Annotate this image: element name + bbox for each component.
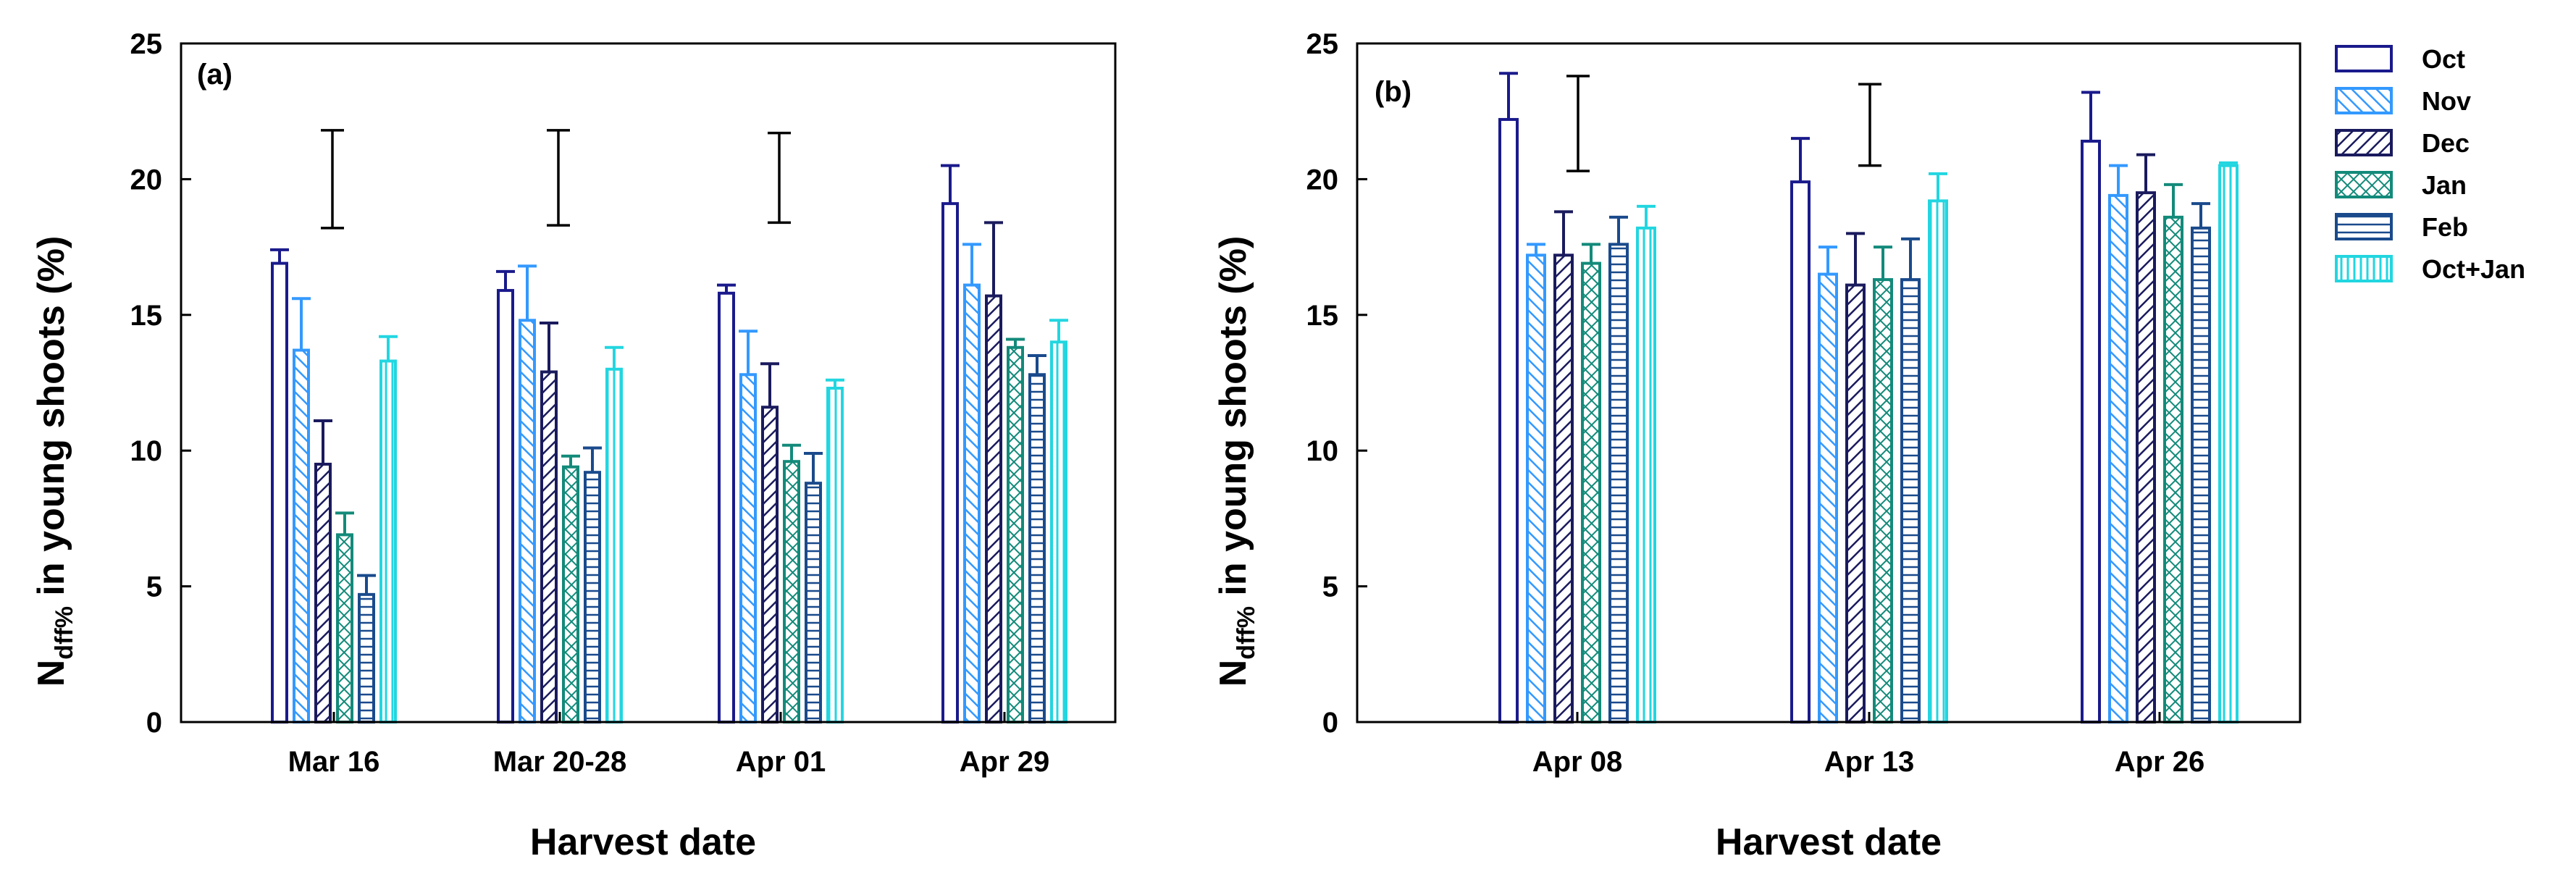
x-axis-title-b: Harvest date [1716, 821, 1942, 863]
legend-swatch-dec [2335, 129, 2393, 156]
plot-frame-b [1356, 42, 2302, 723]
bar-jan-mar-20-28 [562, 465, 579, 723]
legend-label-oct-jan: Oct+Jan [2422, 254, 2525, 284]
x-tick-label-mar-16: Mar 16 [288, 746, 380, 778]
legend-swatch-oct [2335, 45, 2393, 72]
bar-oct-apr-13 [1790, 180, 1811, 723]
y-tick-label-5: 5 [1322, 571, 1338, 603]
bar-nov-mar-20-28 [519, 319, 536, 723]
bar-nov-apr-13 [1818, 272, 1838, 723]
bar-jan-apr-26 [2163, 215, 2183, 723]
bar-nov-apr-08 [1526, 253, 1546, 723]
x-tick-label-apr-26: Apr 26 [2115, 746, 2205, 778]
bar-nov-apr-01 [739, 373, 757, 723]
plot-area-b: 0 5 10 15 20 25 Apr 08 Apr 13 Apr 26 [1306, 28, 2302, 778]
y-axis-title-main-b: N [1212, 660, 1254, 687]
y-axis-title-main-a: N [30, 660, 72, 687]
bar-nov-mar-16 [293, 348, 310, 723]
bar-dec-mar-20-28 [540, 370, 558, 723]
bar-oct-jan-apr-26 [2218, 164, 2239, 724]
bar-dec-apr-08 [1553, 253, 1574, 723]
bar-oct-jan-mar-16 [379, 359, 397, 723]
bar-oct-jan-mar-20-28 [605, 367, 623, 723]
bar-oct-apr-01 [718, 291, 735, 724]
y-tick-label-20: 20 [130, 164, 163, 196]
panel-label-a: (a) [197, 59, 232, 91]
bar-jan-apr-29 [1007, 345, 1024, 723]
panel-a: 0 5 10 15 20 25 Mar 16 Mar 20-28 Apr 01 Apr 29 (a… [30, 28, 1117, 863]
y-axis-title-sub-b: dff% [1233, 606, 1260, 660]
bar-oct-jan-apr-01 [826, 386, 844, 723]
bar-oct-apr-26 [2081, 139, 2101, 724]
bar-oct-apr-29 [941, 202, 959, 723]
bar-dec-apr-01 [761, 406, 779, 723]
x-tick-label-apr-01: Apr 01 [736, 746, 826, 778]
bar-jan-apr-13 [1873, 278, 1893, 723]
bar-oct-jan-apr-29 [1050, 340, 1067, 723]
legend-swatch-jan [2335, 171, 2393, 198]
y-axis-title-sub-a: dff% [51, 606, 78, 660]
bar-dec-apr-29 [985, 294, 1002, 723]
plot-area-a: 0 5 10 15 20 25 Mar 16 Mar 20-28 Apr 01 Apr 29 [130, 28, 1117, 778]
bar-feb-apr-13 [1900, 278, 1921, 723]
x-tick-label-apr-29: Apr 29 [960, 746, 1050, 778]
y-tick-label-0: 0 [146, 707, 162, 739]
bar-nov-apr-29 [963, 283, 981, 723]
y-tick-label-10: 10 [130, 435, 163, 467]
x-tick-label-mar-20-28: Mar 20-28 [493, 746, 627, 778]
y-tick-label-25: 25 [1306, 28, 1339, 60]
bar-feb-apr-01 [805, 482, 822, 724]
x-axis-title-a: Harvest date [530, 821, 756, 863]
y-axis-title-rest-a: in young shoots (%) [30, 236, 72, 606]
y-tick-label-20: 20 [1306, 164, 1339, 196]
y-axis-title-rest-b: in young shoots (%) [1212, 236, 1254, 606]
bar-jan-apr-08 [1581, 261, 1601, 723]
bar-dec-apr-13 [1845, 283, 1866, 723]
bar-jan-mar-16 [336, 533, 353, 723]
y-axis-title-a: Ndff% in young shoots (%) [30, 236, 78, 687]
y-tick-label-5: 5 [146, 571, 162, 603]
bar-oct-mar-20-28 [497, 289, 514, 723]
y-axis-title-b: Ndff% in young shoots (%) [1212, 236, 1260, 687]
legend-swatch-nov [2335, 87, 2393, 114]
legend: Oct Nov Dec Jan Feb Oct+Jan [2335, 44, 2525, 284]
bar-nov-apr-26 [2108, 193, 2128, 723]
legend-swatch-feb [2335, 213, 2393, 240]
legend-label-oct: Oct [2422, 44, 2465, 74]
legend-swatch-oct-jan [2335, 255, 2393, 282]
x-tick-label-apr-08: Apr 08 [1532, 746, 1623, 778]
y-tick-label-25: 25 [130, 28, 163, 60]
plot-frame-a [180, 42, 1117, 723]
bar-oct-mar-16 [271, 261, 288, 723]
bar-oct-apr-08 [1498, 117, 1519, 724]
y-tick-label-15: 15 [130, 300, 163, 332]
panel-b: 0 5 10 15 20 25 Apr 08 Apr 13 Apr 26 (b) Harvest… [1212, 28, 2302, 863]
legend-label-nov: Nov [2422, 86, 2471, 116]
y-tick-label-15: 15 [1306, 300, 1339, 332]
bar-dec-mar-16 [314, 462, 332, 723]
bar-feb-apr-29 [1028, 373, 1046, 723]
legend-label-feb: Feb [2422, 212, 2468, 242]
bar-feb-mar-20-28 [584, 471, 601, 724]
legend-label-dec: Dec [2422, 128, 2470, 158]
bar-jan-apr-01 [783, 460, 800, 724]
bar-feb-mar-16 [358, 592, 375, 723]
panel-label-b: (b) [1375, 76, 1411, 108]
bar-feb-apr-26 [2191, 226, 2211, 723]
bar-feb-apr-08 [1608, 243, 1629, 723]
bar-oct-jan-apr-13 [1928, 199, 1948, 724]
bar-dec-apr-26 [2136, 191, 2156, 723]
x-tick-label-apr-13: Apr 13 [1824, 746, 1915, 778]
bar-oct-jan-apr-08 [1636, 226, 1656, 723]
y-tick-label-10: 10 [1306, 435, 1339, 467]
legend-label-jan: Jan [2422, 170, 2467, 200]
y-tick-label-0: 0 [1322, 707, 1338, 739]
